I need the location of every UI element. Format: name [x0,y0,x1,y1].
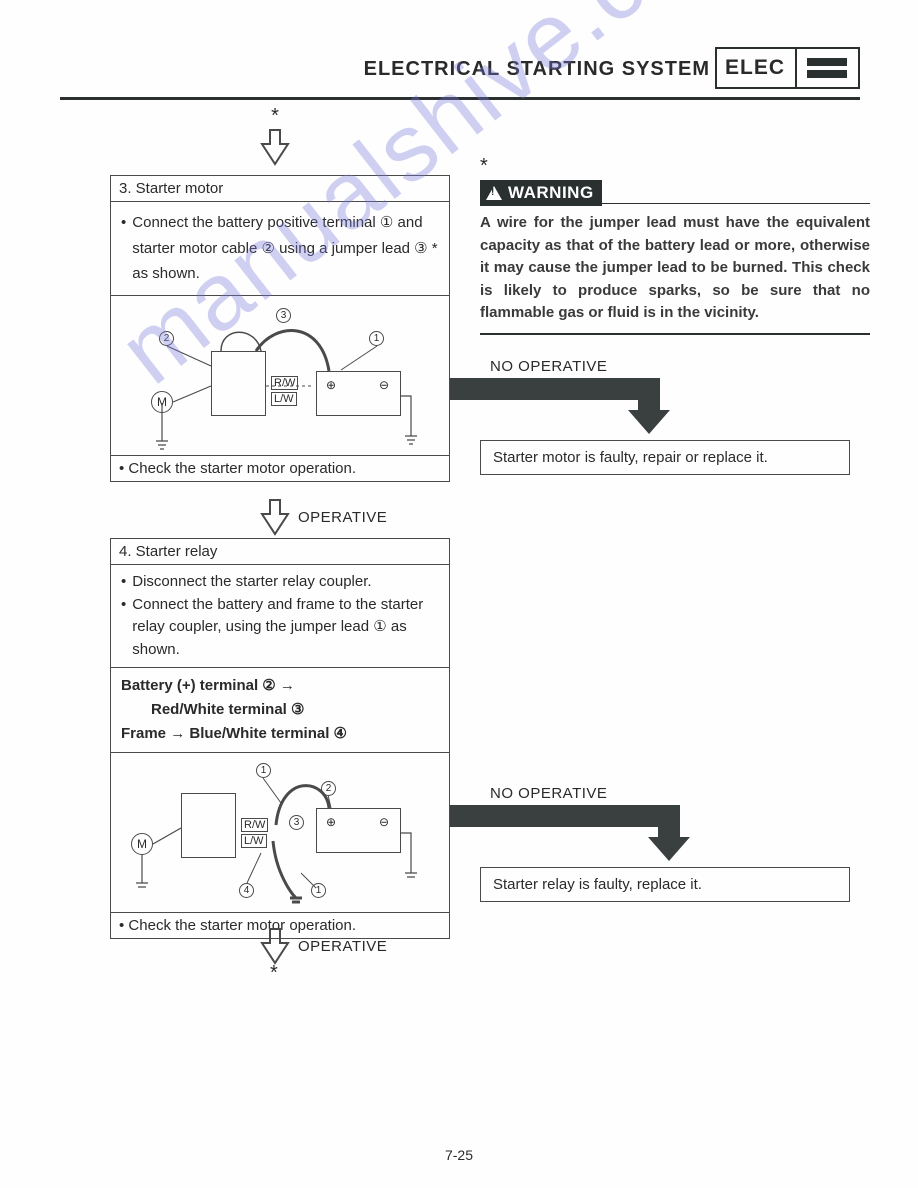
page-number: 7-25 [0,1147,918,1163]
step3-box: 3. Starter motor Connect the battery pos… [110,175,450,482]
warning-asterisk: * [480,155,870,178]
warning-section: * WARNING A wire for the jumper lead mus… [480,155,870,335]
step4-b1: Disconnect the starter relay coupler. [132,571,371,594]
branch2-arrowhead-icon [648,837,690,863]
step4-terminals: Battery (+) terminal ② → Red/White termi… [111,667,449,752]
step3-body: Connect the battery positive terminal ① … [111,202,449,295]
step3-body-text: Connect the battery positive terminal ① … [132,210,439,287]
warning-label: WARNING [480,180,602,206]
page-header: ELECTRICAL STARTING SYSTEM ELEC [60,50,860,100]
down-arrow-icon [260,498,290,536]
step4-box: 4. Starter relay Disconnect the starter … [110,538,450,939]
entry-arrow-icon [260,128,290,166]
warning-triangle-icon [486,186,502,200]
step3-footer: Check the starter motor operation. [111,455,449,481]
entry-marker: * [260,105,290,166]
step4-line2: Frame → Blue/White terminal ④ [121,725,347,742]
step4-b2: Connect the battery and frame to the sta… [132,594,439,662]
branch1-arrowhead-icon [628,410,670,436]
step4-diagram: M R/W L/W ⊕ ⊖ 1 2 3 4 1 [111,752,449,912]
diagram-wires [111,296,451,456]
operative1-label: OPERATIVE [298,509,387,526]
branch2-label: NO OPERATIVE [490,785,607,802]
battery-icon [807,58,847,78]
elec-tag-text: ELEC [717,49,797,87]
operative2-arrow: OPERATIVE [260,927,387,965]
branch1-result: Starter motor is faulty, repair or repla… [480,440,850,475]
step4-body: Disconnect the starter relay coupler. Co… [111,565,449,667]
page-content: ELECTRICAL STARTING SYSTEM ELEC * 3. Sta… [60,50,860,100]
branch1-arrow-h [450,378,660,400]
exit-asterisk: * [270,962,278,985]
elec-tag-box: ELEC [715,47,860,89]
step4-line1b: Red/White terminal ③ [151,701,304,718]
branch2-result: Starter relay is faulty, replace it. [480,867,850,902]
down-arrow-icon [260,927,290,965]
diagram-wires [111,753,451,913]
warning-text: A wire for the jumper lead must have the… [480,212,870,325]
branch1-label: NO OPERATIVE [490,358,607,375]
warning-label-text: WARNING [508,183,594,203]
header-title: ELECTRICAL STARTING SYSTEM [364,58,710,81]
warning-end-rule [480,333,870,335]
step3-diagram: M R/W L/W ⊕ ⊖ 2 3 1 [111,295,449,455]
branch2-arrow-h [450,805,680,827]
entry-asterisk: * [260,105,290,128]
operative2-label: OPERATIVE [298,938,387,955]
step4-title: 4. Starter relay [111,539,449,565]
operative1-arrow: OPERATIVE [260,498,387,536]
step4-line1a: Battery (+) terminal ② → [121,677,295,694]
step3-title: 3. Starter motor [111,176,449,202]
